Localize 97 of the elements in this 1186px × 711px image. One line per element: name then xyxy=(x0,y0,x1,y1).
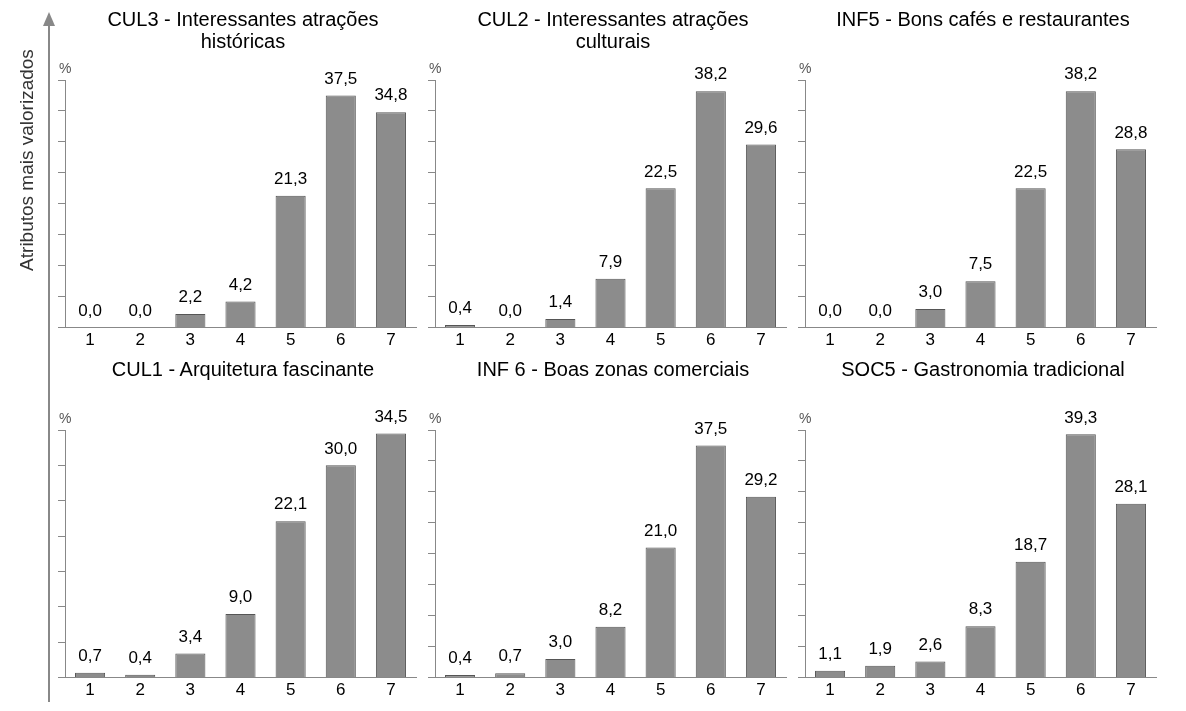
chart-title: CUL2 - Interessantes atrações culturais xyxy=(476,8,750,54)
x-tick-label: 3 xyxy=(555,330,566,350)
data-label: 0,7 xyxy=(78,645,102,665)
x-tick-label: 4 xyxy=(235,680,246,700)
x-tick-label: 4 xyxy=(605,680,616,700)
x-tick-label: 3 xyxy=(555,680,566,700)
data-label: 38,2 xyxy=(694,64,728,84)
data-label: 28,1 xyxy=(1114,476,1148,496)
data-label: 0,4 xyxy=(448,298,472,318)
data-label: 28,8 xyxy=(1114,122,1148,142)
data-label: 22,1 xyxy=(274,494,308,514)
data-label: 29,2 xyxy=(744,470,778,490)
data-label: 37,5 xyxy=(324,68,358,88)
y-axis-title: % xyxy=(799,59,812,76)
data-label: 39,3 xyxy=(1064,407,1098,427)
x-tick-label: 6 xyxy=(336,330,346,350)
data-label: 0,0 xyxy=(818,300,842,320)
x-tick-label: 1 xyxy=(455,680,465,700)
x-tick-label: 1 xyxy=(85,680,95,700)
chart-title: SOC5 - Gastronomia tradicional xyxy=(840,358,1126,382)
x-tick-label: 5 xyxy=(655,680,666,700)
data-label: 0,4 xyxy=(448,648,472,668)
y-axis-title: % xyxy=(429,409,442,426)
x-tick-label: 2 xyxy=(505,330,515,350)
data-label: 1,1 xyxy=(818,643,842,663)
data-label: 37,5 xyxy=(694,418,728,438)
x-tick-label: 6 xyxy=(706,330,716,350)
x-tick-label: 5 xyxy=(1025,680,1036,700)
chart-title: CUL3 - Interessantes atrações históricas xyxy=(106,8,380,54)
y-axis-title: % xyxy=(429,59,442,76)
x-tick-label: 3 xyxy=(925,330,936,350)
data-label: 9,0 xyxy=(228,587,253,607)
y-axis-title: % xyxy=(59,409,72,426)
y-axis-title: % xyxy=(59,59,72,76)
data-label: 30,0 xyxy=(324,438,358,458)
x-tick-label: 5 xyxy=(285,680,296,700)
x-tick-label: 4 xyxy=(975,680,986,700)
data-label: 7,9 xyxy=(598,251,623,271)
data-label: 38,2 xyxy=(1064,64,1098,84)
x-tick-label: 1 xyxy=(85,330,95,350)
x-tick-label: 4 xyxy=(605,330,616,350)
x-tick-label: 4 xyxy=(235,330,246,350)
data-label: 8,2 xyxy=(598,600,623,620)
data-label: 8,3 xyxy=(968,599,993,619)
x-tick-label: 7 xyxy=(756,680,766,700)
x-tick-label: 6 xyxy=(706,680,716,700)
data-label: 34,5 xyxy=(374,406,408,426)
x-tick-label: 5 xyxy=(285,330,296,350)
x-tick-label: 2 xyxy=(875,680,885,700)
data-label: 3,0 xyxy=(548,632,573,652)
data-label: 2,2 xyxy=(178,287,203,307)
data-label: 0,0 xyxy=(868,300,893,320)
x-tick-label: 3 xyxy=(185,330,196,350)
x-tick-label: 3 xyxy=(185,680,196,700)
x-tick-label: 5 xyxy=(655,330,666,350)
x-tick-label: 7 xyxy=(386,680,396,700)
x-tick-label: 2 xyxy=(135,680,145,700)
data-label: 1,9 xyxy=(868,639,893,659)
x-tick-label: 1 xyxy=(825,680,835,700)
data-label: 3,4 xyxy=(178,626,203,646)
x-tick-label: 6 xyxy=(1076,330,1086,350)
x-tick-label: 1 xyxy=(825,330,835,350)
data-label: 7,5 xyxy=(968,254,993,274)
x-tick-label: 7 xyxy=(1126,680,1136,700)
x-tick-label: 7 xyxy=(386,330,396,350)
data-label: 22,5 xyxy=(1014,161,1048,181)
x-tick-label: 2 xyxy=(135,330,145,350)
data-label: 0,0 xyxy=(498,300,523,320)
data-label: 21,3 xyxy=(274,168,308,188)
data-label: 3,0 xyxy=(918,282,943,302)
x-tick-label: 2 xyxy=(875,330,885,350)
x-tick-label: 5 xyxy=(1025,330,1036,350)
data-label: 0,4 xyxy=(128,647,153,667)
data-label: 0,7 xyxy=(498,646,523,666)
data-label: 2,6 xyxy=(918,634,943,654)
chart-title: INF 6 - Boas zonas comerciais xyxy=(475,358,751,382)
x-tick-label: 7 xyxy=(1126,330,1136,350)
x-tick-label: 6 xyxy=(336,680,346,700)
x-tick-label: 7 xyxy=(756,330,766,350)
x-tick-label: 3 xyxy=(925,680,936,700)
data-label: 0,0 xyxy=(128,300,153,320)
y-axis-title: % xyxy=(799,409,812,426)
chart-title: CUL1 - Arquitetura fascinante xyxy=(110,358,376,382)
data-label: 22,5 xyxy=(644,161,678,181)
data-label: 21,0 xyxy=(644,520,678,540)
x-tick-label: 1 xyxy=(455,330,465,350)
x-tick-label: 6 xyxy=(1076,680,1086,700)
data-label: 18,7 xyxy=(1014,535,1048,555)
text: Atributos mais valorizados xyxy=(16,48,38,273)
data-label: 29,6 xyxy=(744,117,778,137)
data-label: 1,4 xyxy=(548,292,573,312)
x-tick-label: 2 xyxy=(505,680,515,700)
data-label: 4,2 xyxy=(228,274,253,294)
data-label: 34,8 xyxy=(374,85,408,105)
data-label: 0,0 xyxy=(78,300,102,320)
x-tick-label: 4 xyxy=(975,330,986,350)
chart-title: INF5 - Bons cafés e restaurantes xyxy=(835,8,1131,32)
